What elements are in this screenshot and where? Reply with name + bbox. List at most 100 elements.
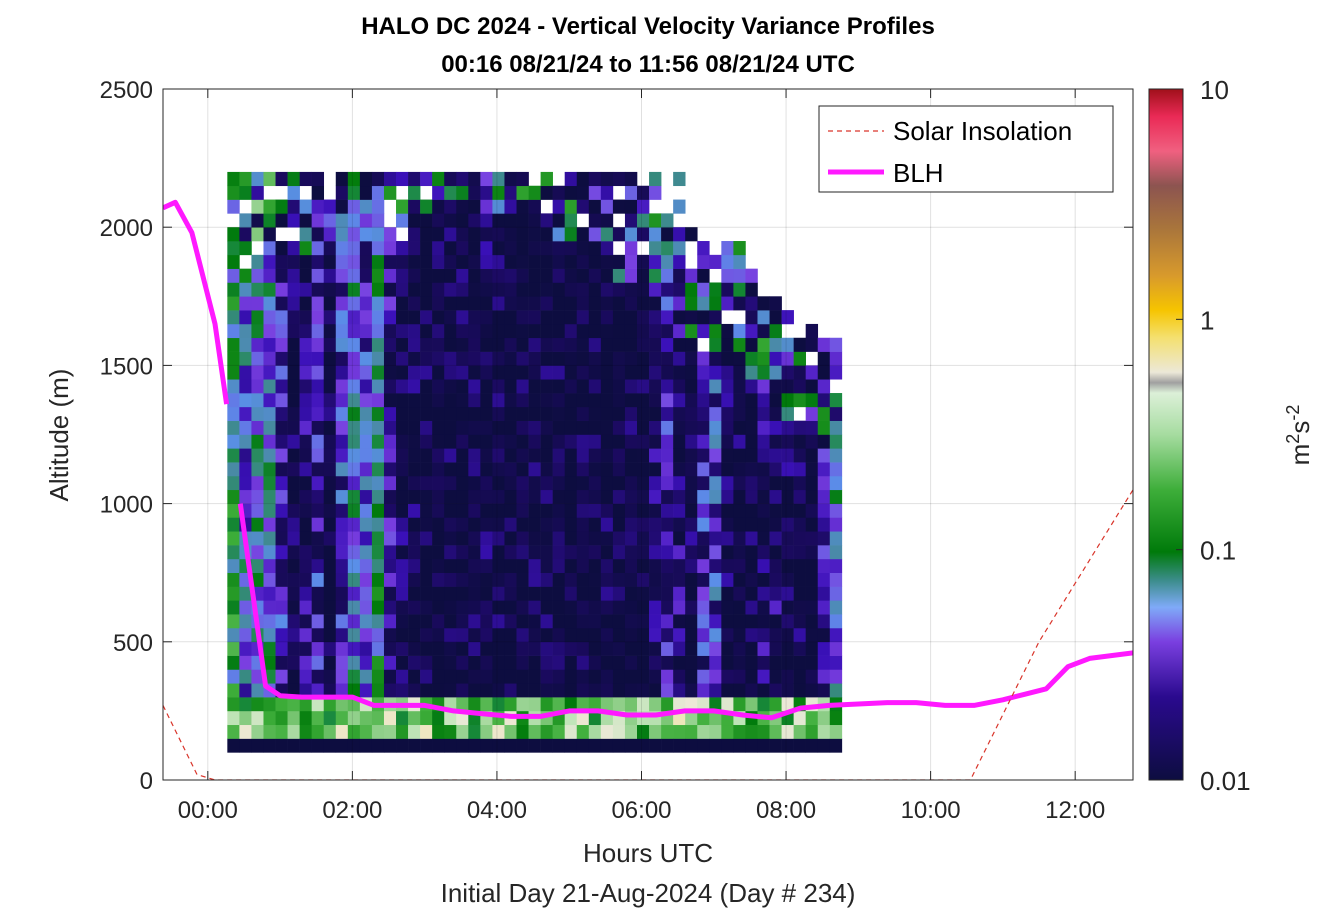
heatmap-cell [540, 669, 553, 684]
heatmap-cell [612, 517, 626, 532]
heatmap-cell [516, 351, 529, 366]
heatmap-cell [600, 337, 614, 352]
heatmap-cell [444, 489, 457, 504]
heatmap-cell [468, 697, 481, 712]
heatmap-cell [733, 531, 746, 546]
heatmap-cell [275, 337, 288, 352]
heatmap-cell [528, 254, 541, 269]
heatmap-cell [709, 337, 722, 352]
heatmap-cell [793, 420, 806, 435]
heatmap-cell [311, 323, 325, 339]
heatmap-cell [516, 600, 529, 615]
heatmap-cell [528, 503, 541, 518]
heatmap-cell [733, 614, 746, 629]
heatmap-cell [624, 171, 638, 187]
heatmap-cell [733, 268, 746, 283]
heatmap-cell [323, 406, 337, 421]
heatmap-cell [793, 683, 806, 698]
heatmap-cell [323, 724, 337, 739]
heatmap-cell [721, 641, 734, 656]
heatmap-cell [528, 669, 541, 684]
heatmap-cell [685, 406, 698, 421]
heatmap-cell [396, 641, 409, 656]
heatmap-cell [263, 545, 276, 560]
heatmap-cell [383, 337, 397, 352]
heatmap-cell [396, 199, 409, 214]
heatmap-cell [359, 627, 373, 643]
heatmap-cell [456, 434, 469, 449]
heatmap-cell [757, 448, 770, 463]
heatmap-cell [540, 213, 553, 228]
heatmap-cell [673, 517, 686, 532]
heatmap-cell [612, 738, 626, 753]
heatmap-cell [673, 462, 686, 477]
heatmap-cell [323, 268, 337, 283]
heatmap-cell [697, 393, 710, 408]
heatmap-cell [371, 724, 385, 739]
heatmap-cell [480, 379, 493, 394]
heatmap-cell [745, 268, 758, 283]
heatmap-cell [263, 268, 276, 283]
heatmap-cell [396, 268, 409, 283]
heatmap-cell [564, 296, 578, 311]
heatmap-cell [408, 351, 421, 366]
heatmap-cell [323, 641, 337, 656]
heatmap-cell [612, 655, 626, 670]
heatmap-cell [311, 379, 325, 394]
heatmap-cell [408, 406, 421, 421]
heatmap-cell [420, 241, 433, 256]
heatmap-cell [420, 393, 433, 408]
heatmap-cell [829, 572, 843, 587]
heatmap-cell [335, 434, 349, 449]
heatmap-cell [323, 434, 337, 449]
heatmap-cell [432, 406, 445, 421]
heatmap-cell [576, 448, 590, 463]
heatmap-cell [275, 655, 288, 670]
heatmap-cell [239, 489, 252, 504]
heatmap-cell [347, 227, 361, 242]
heatmap-cell [757, 545, 770, 560]
heatmap-cell [311, 296, 325, 311]
heatmap-cell [649, 558, 662, 573]
heatmap-cell [757, 614, 770, 629]
heatmap-cell [721, 669, 734, 684]
heatmap-cell [359, 241, 373, 256]
heatmap-cell [456, 572, 469, 587]
heatmap-cell [637, 627, 650, 643]
heatmap-cell [528, 558, 541, 573]
heatmap-cell [709, 710, 722, 726]
heatmap-cell [588, 669, 602, 684]
heatmap-cell [420, 420, 433, 435]
heatmap-cell [817, 365, 831, 380]
heatmap-cell [396, 337, 409, 352]
heatmap-cell [600, 185, 614, 200]
heatmap-cell [721, 365, 734, 380]
heatmap-cell [468, 462, 481, 477]
heatmap-cell [793, 655, 806, 670]
heatmap-cell [528, 365, 541, 380]
heatmap-cell [793, 531, 806, 546]
heatmap-cell [516, 489, 529, 504]
heatmap-cell [275, 572, 288, 587]
heatmap-cell [299, 545, 312, 560]
heatmap-cell [612, 669, 626, 684]
x-tick-label: 00:00 [178, 797, 238, 824]
heatmap-cell [323, 586, 337, 601]
heatmap-cell [649, 420, 662, 435]
heatmap-cell [781, 572, 794, 587]
heatmap-cell [504, 614, 517, 629]
heatmap-cell [311, 517, 325, 532]
heatmap-cell [227, 351, 240, 366]
heatmap-cell [817, 475, 831, 491]
heatmap-cell [709, 545, 722, 560]
heatmap-cell [781, 365, 794, 380]
heatmap-cell [733, 241, 746, 256]
heatmap-cell [371, 545, 385, 560]
heatmap-cell [697, 600, 710, 615]
x-tick-label: 02:00 [322, 797, 382, 824]
heatmap-cell [576, 586, 590, 601]
heatmap-cell [347, 475, 361, 491]
heatmap-cell [335, 558, 349, 573]
